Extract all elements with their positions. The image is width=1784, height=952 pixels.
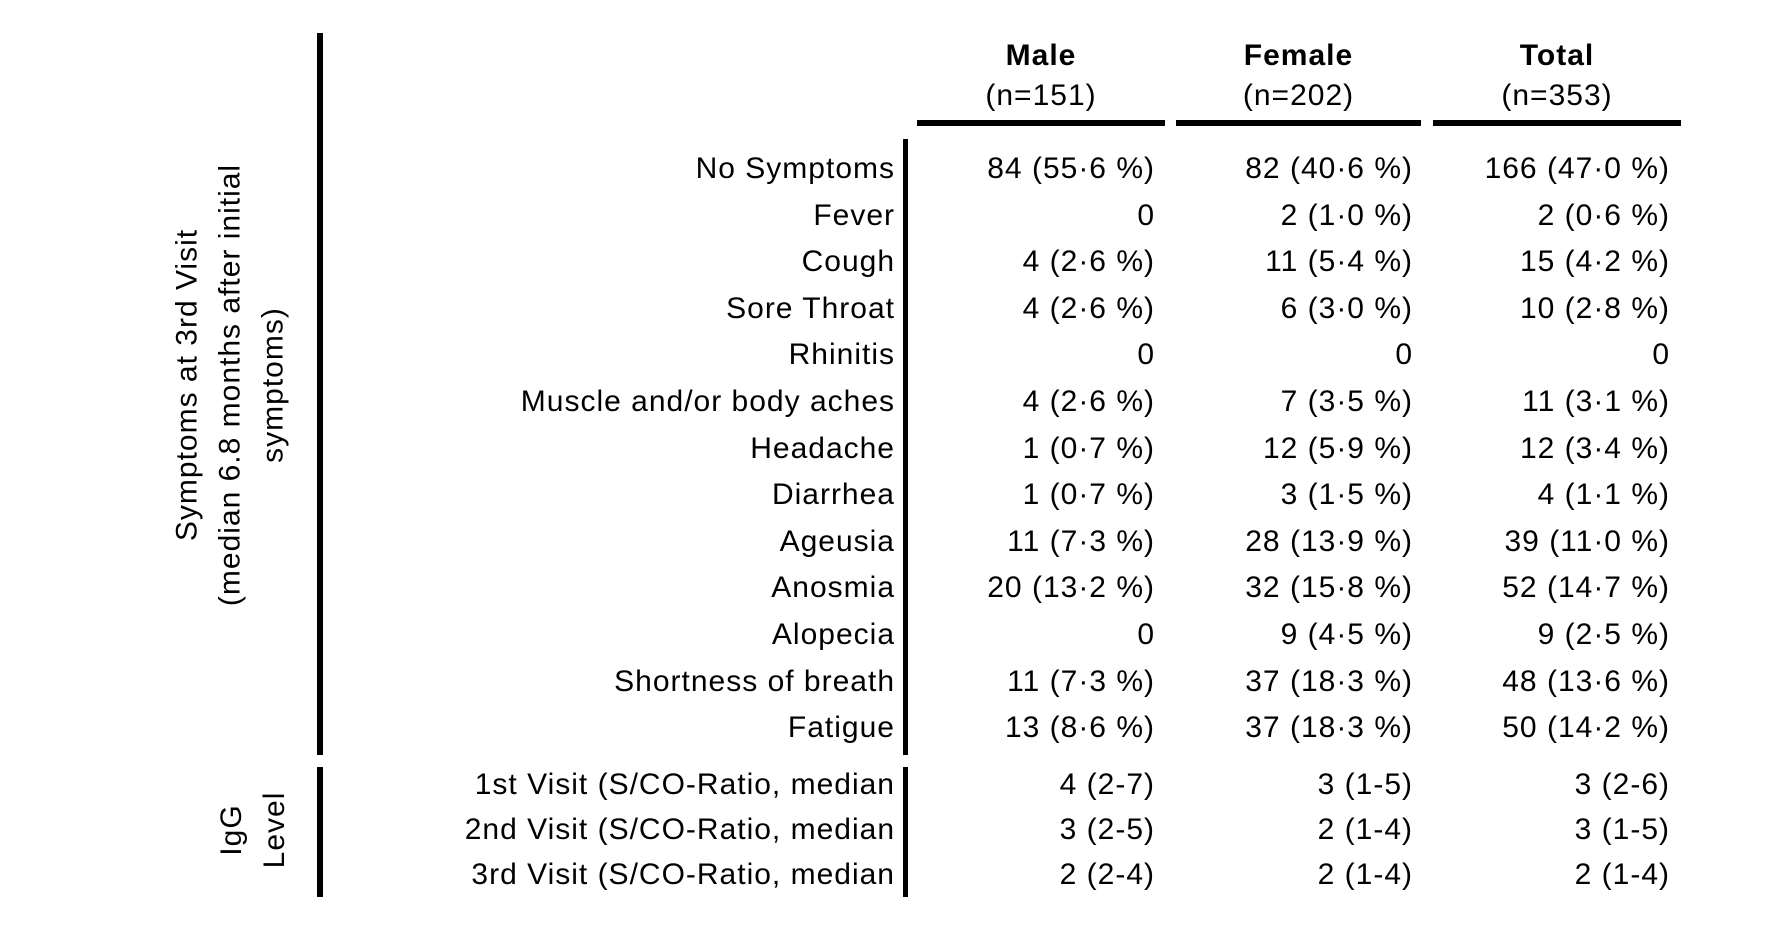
cell-female: 9 (4·5 %)	[1280, 617, 1413, 651]
table-row: Headache 1 (0·7 %) 12 (5·9 %) 12 (3·4 %)	[0, 426, 1784, 473]
cell-male: 4 (2·6 %)	[1022, 291, 1155, 325]
cell-total: 52 (14·7 %)	[1502, 571, 1670, 605]
row-label: Ageusia	[779, 524, 895, 558]
column-header-male-name: Male	[1005, 39, 1077, 72]
cell-female: 7 (3·5 %)	[1280, 384, 1413, 418]
cell-female: 82 (40·6 %)	[1245, 152, 1413, 185]
cell-male: 4 (2·6 %)	[1022, 384, 1155, 418]
igg-rows: 1st Visit (S/CO-Ratio, median 4 (2-7) 3 …	[0, 762, 1784, 897]
table-row: Rhinitis 0 0 0	[0, 332, 1784, 379]
cell-male: 11 (7·3 %)	[1007, 664, 1155, 698]
column-header-female-n: (n=202)	[1242, 79, 1355, 112]
row-label: 1st Visit (S/CO-Ratio, median	[474, 768, 895, 801]
cell-total: 4 (1·1 %)	[1537, 478, 1670, 512]
cell-male: 4 (2-7)	[1059, 768, 1155, 801]
row-label: Muscle and/or body aches	[520, 384, 895, 418]
cell-female: 2 (1-4)	[1317, 813, 1413, 846]
symptoms-rows: No Symptoms 84 (55·6 %) 82 (40·6 %) 166 …	[0, 146, 1784, 752]
table-row: 2nd Visit (S/CO-Ratio, median 3 (2-5) 2 …	[0, 807, 1784, 852]
cell-total: 39 (11·0 %)	[1504, 524, 1670, 558]
column-header-total-n: (n=353)	[1501, 79, 1613, 112]
cell-female: 11 (5·4 %)	[1265, 245, 1413, 279]
row-label: 2nd Visit (S/CO-Ratio, median	[464, 813, 895, 846]
table-row: Ageusia 11 (7·3 %) 28 (13·9 %) 39 (11·0 …	[0, 519, 1784, 566]
table-row: Diarrhea 1 (0·7 %) 3 (1·5 %) 4 (1·1 %)	[0, 472, 1784, 519]
cell-female: 37 (18·3 %)	[1245, 664, 1413, 698]
table-row: Fever 0 2 (1·0 %) 2 (0·6 %)	[0, 193, 1784, 240]
symptoms-middle-rule	[903, 139, 908, 755]
cell-male: 2 (2-4)	[1059, 858, 1155, 891]
cell-female: 32 (15·8 %)	[1245, 571, 1413, 605]
cell-total: 48 (13·6 %)	[1502, 664, 1670, 698]
igg-middle-rule	[903, 767, 908, 897]
column-header-female: Female (n=202)	[1176, 36, 1421, 126]
cell-female: 3 (1-5)	[1317, 768, 1413, 801]
row-label: Sore Throat	[726, 291, 895, 325]
row-label: Headache	[750, 431, 895, 465]
table-row: Sore Throat 4 (2·6 %) 6 (3·0 %) 10 (2·8 …	[0, 286, 1784, 333]
row-label: Fever	[813, 198, 895, 232]
cell-male: 11 (7·3 %)	[1007, 524, 1155, 558]
table-row: Cough 4 (2·6 %) 11 (5·4 %) 15 (4·2 %)	[0, 239, 1784, 286]
cell-male: 3 (2-5)	[1059, 813, 1155, 846]
cell-total: 9 (2·5 %)	[1537, 617, 1670, 651]
cell-female: 0	[1395, 338, 1413, 372]
cell-male: 4 (2·6 %)	[1022, 245, 1155, 279]
cell-male: 0	[1137, 338, 1155, 372]
row-label: Alopecia	[771, 617, 895, 651]
column-header-male-n: (n=151)	[985, 79, 1097, 112]
cell-male: 1 (0·7 %)	[1022, 431, 1155, 465]
igg-left-rule	[317, 767, 323, 897]
cell-male: 1 (0·7 %)	[1022, 478, 1155, 512]
cell-total: 166 (47·0 %)	[1484, 152, 1670, 185]
table-row: Alopecia 0 9 (4·5 %) 9 (2·5 %)	[0, 612, 1784, 659]
column-header-total: Total (n=353)	[1433, 36, 1681, 126]
row-label: Cough	[801, 245, 895, 279]
cell-total: 50 (14·2 %)	[1502, 711, 1670, 745]
cell-female: 6 (3·0 %)	[1280, 291, 1413, 325]
cell-total: 12 (3·4 %)	[1519, 431, 1670, 465]
cell-female: 2 (1-4)	[1317, 858, 1413, 891]
table-row: Muscle and/or body aches 4 (2·6 %) 7 (3·…	[0, 379, 1784, 426]
cell-total: 2 (0·6 %)	[1537, 198, 1670, 232]
cell-male: 13 (8·6 %)	[1004, 711, 1155, 745]
row-label: Diarrhea	[771, 478, 895, 512]
table-row: Shortness of breath 11 (7·3 %) 37 (18·3 …	[0, 659, 1784, 706]
row-label: Anosmia	[771, 571, 895, 605]
table-row: Fatigue 13 (8·6 %) 37 (18·3 %) 50 (14·2 …	[0, 705, 1784, 752]
cell-total: 10 (2·8 %)	[1519, 291, 1670, 325]
column-header-male: Male (n=151)	[917, 36, 1165, 126]
cell-female: 28 (13·9 %)	[1245, 524, 1413, 558]
cell-total: 0	[1652, 338, 1670, 372]
cell-male: 0	[1137, 617, 1155, 651]
table-row: 1st Visit (S/CO-Ratio, median 4 (2-7) 3 …	[0, 762, 1784, 807]
cell-total: 3 (2-6)	[1574, 768, 1670, 801]
row-label: No Symptoms	[695, 152, 895, 185]
column-header-female-name: Female	[1243, 39, 1354, 72]
cell-female: 2 (1·0 %)	[1280, 198, 1413, 232]
cell-total: 2 (1-4)	[1574, 858, 1670, 891]
cell-female: 12 (5·9 %)	[1262, 431, 1413, 465]
row-label: 3rd Visit (S/CO-Ratio, median	[471, 858, 895, 891]
cell-male: 84 (55·6 %)	[987, 152, 1155, 185]
column-header-total-name: Total	[1519, 39, 1595, 72]
cell-total: 15 (4·2 %)	[1519, 245, 1670, 279]
table-row: Anosmia 20 (13·2 %) 32 (15·8 %) 52 (14·7…	[0, 565, 1784, 612]
row-label: Shortness of breath	[614, 664, 895, 698]
row-label: Fatigue	[787, 711, 895, 745]
table-row: 3rd Visit (S/CO-Ratio, median 2 (2-4) 2 …	[0, 852, 1784, 897]
cell-female: 37 (18·3 %)	[1245, 711, 1413, 745]
table-row: No Symptoms 84 (55·6 %) 82 (40·6 %) 166 …	[0, 146, 1784, 193]
symptoms-left-rule	[317, 33, 323, 755]
cell-total: 3 (1-5)	[1574, 813, 1670, 846]
cell-total: 11 (3·1 %)	[1522, 384, 1670, 418]
row-label: Rhinitis	[788, 338, 895, 372]
cell-female: 3 (1·5 %)	[1280, 478, 1413, 512]
cell-male: 20 (13·2 %)	[987, 571, 1155, 605]
cell-male: 0	[1137, 198, 1155, 232]
